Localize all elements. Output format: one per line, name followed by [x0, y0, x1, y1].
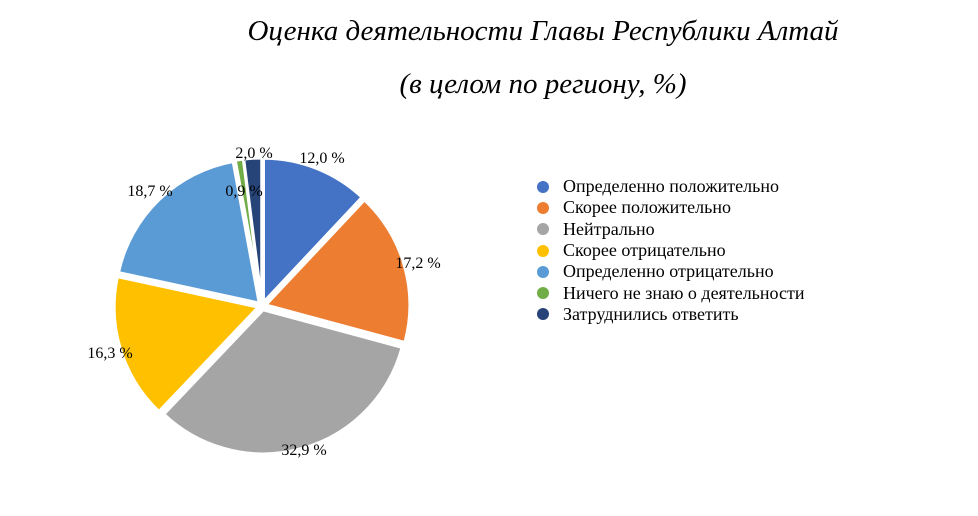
legend-item-6: Ничего не знаю о деятельности — [537, 282, 804, 303]
pie-slice-5 — [116, 159, 262, 306]
legend-item-1: Определенно положительно — [537, 176, 804, 197]
legend-item-2: Скорее положительно — [537, 197, 804, 218]
pie-slice-1 — [261, 156, 365, 307]
data-label-3: 32,9 % — [281, 442, 326, 459]
legend-label: Скорее отрицательно — [563, 240, 726, 261]
legend-marker — [537, 201, 549, 214]
legend-item-5: Определенно отрицательно — [537, 261, 804, 282]
legend-item-4: Скорее отрицательно — [537, 240, 804, 261]
pie-slice-4 — [112, 274, 262, 414]
legend-marker — [537, 287, 549, 300]
legend-marker — [537, 244, 549, 257]
legend-marker — [537, 308, 549, 321]
legend-item-7: Затруднились ответить — [537, 304, 804, 325]
data-label-7: 2,0 % — [235, 145, 272, 162]
legend-label: Определенно положительно — [563, 176, 779, 197]
legend-label: Скорее положительно — [563, 197, 731, 218]
data-label-1: 12,0 % — [299, 150, 344, 167]
legend-marker — [537, 180, 549, 193]
chart-legend: Определенно положительно Скорее положител… — [537, 176, 804, 325]
legend-marker — [537, 265, 549, 278]
legend-label: Нейтрально — [563, 218, 655, 239]
pie-slice-3 — [161, 308, 404, 456]
legend-label: Затруднились ответить — [563, 303, 739, 324]
legend-marker — [537, 223, 549, 236]
legend-item-3: Нейтрально — [537, 219, 804, 240]
data-label-5: 18,7 % — [127, 183, 172, 200]
pie-slice-2 — [263, 197, 412, 345]
data-label-4: 16,3 % — [87, 345, 132, 362]
chart-title: Оценка деятельности Главы Республики Алт… — [247, 15, 839, 47]
legend-label: Определенно отрицательно — [563, 261, 774, 282]
legend-label: Ничего не знаю о деятельности — [563, 282, 805, 303]
data-label-6: 0,9 % — [225, 183, 262, 200]
chart-subtitle: (в целом по региону, %) — [399, 68, 687, 100]
pie-slice-7 — [242, 156, 264, 303]
data-label-2: 17,2 % — [395, 255, 440, 272]
